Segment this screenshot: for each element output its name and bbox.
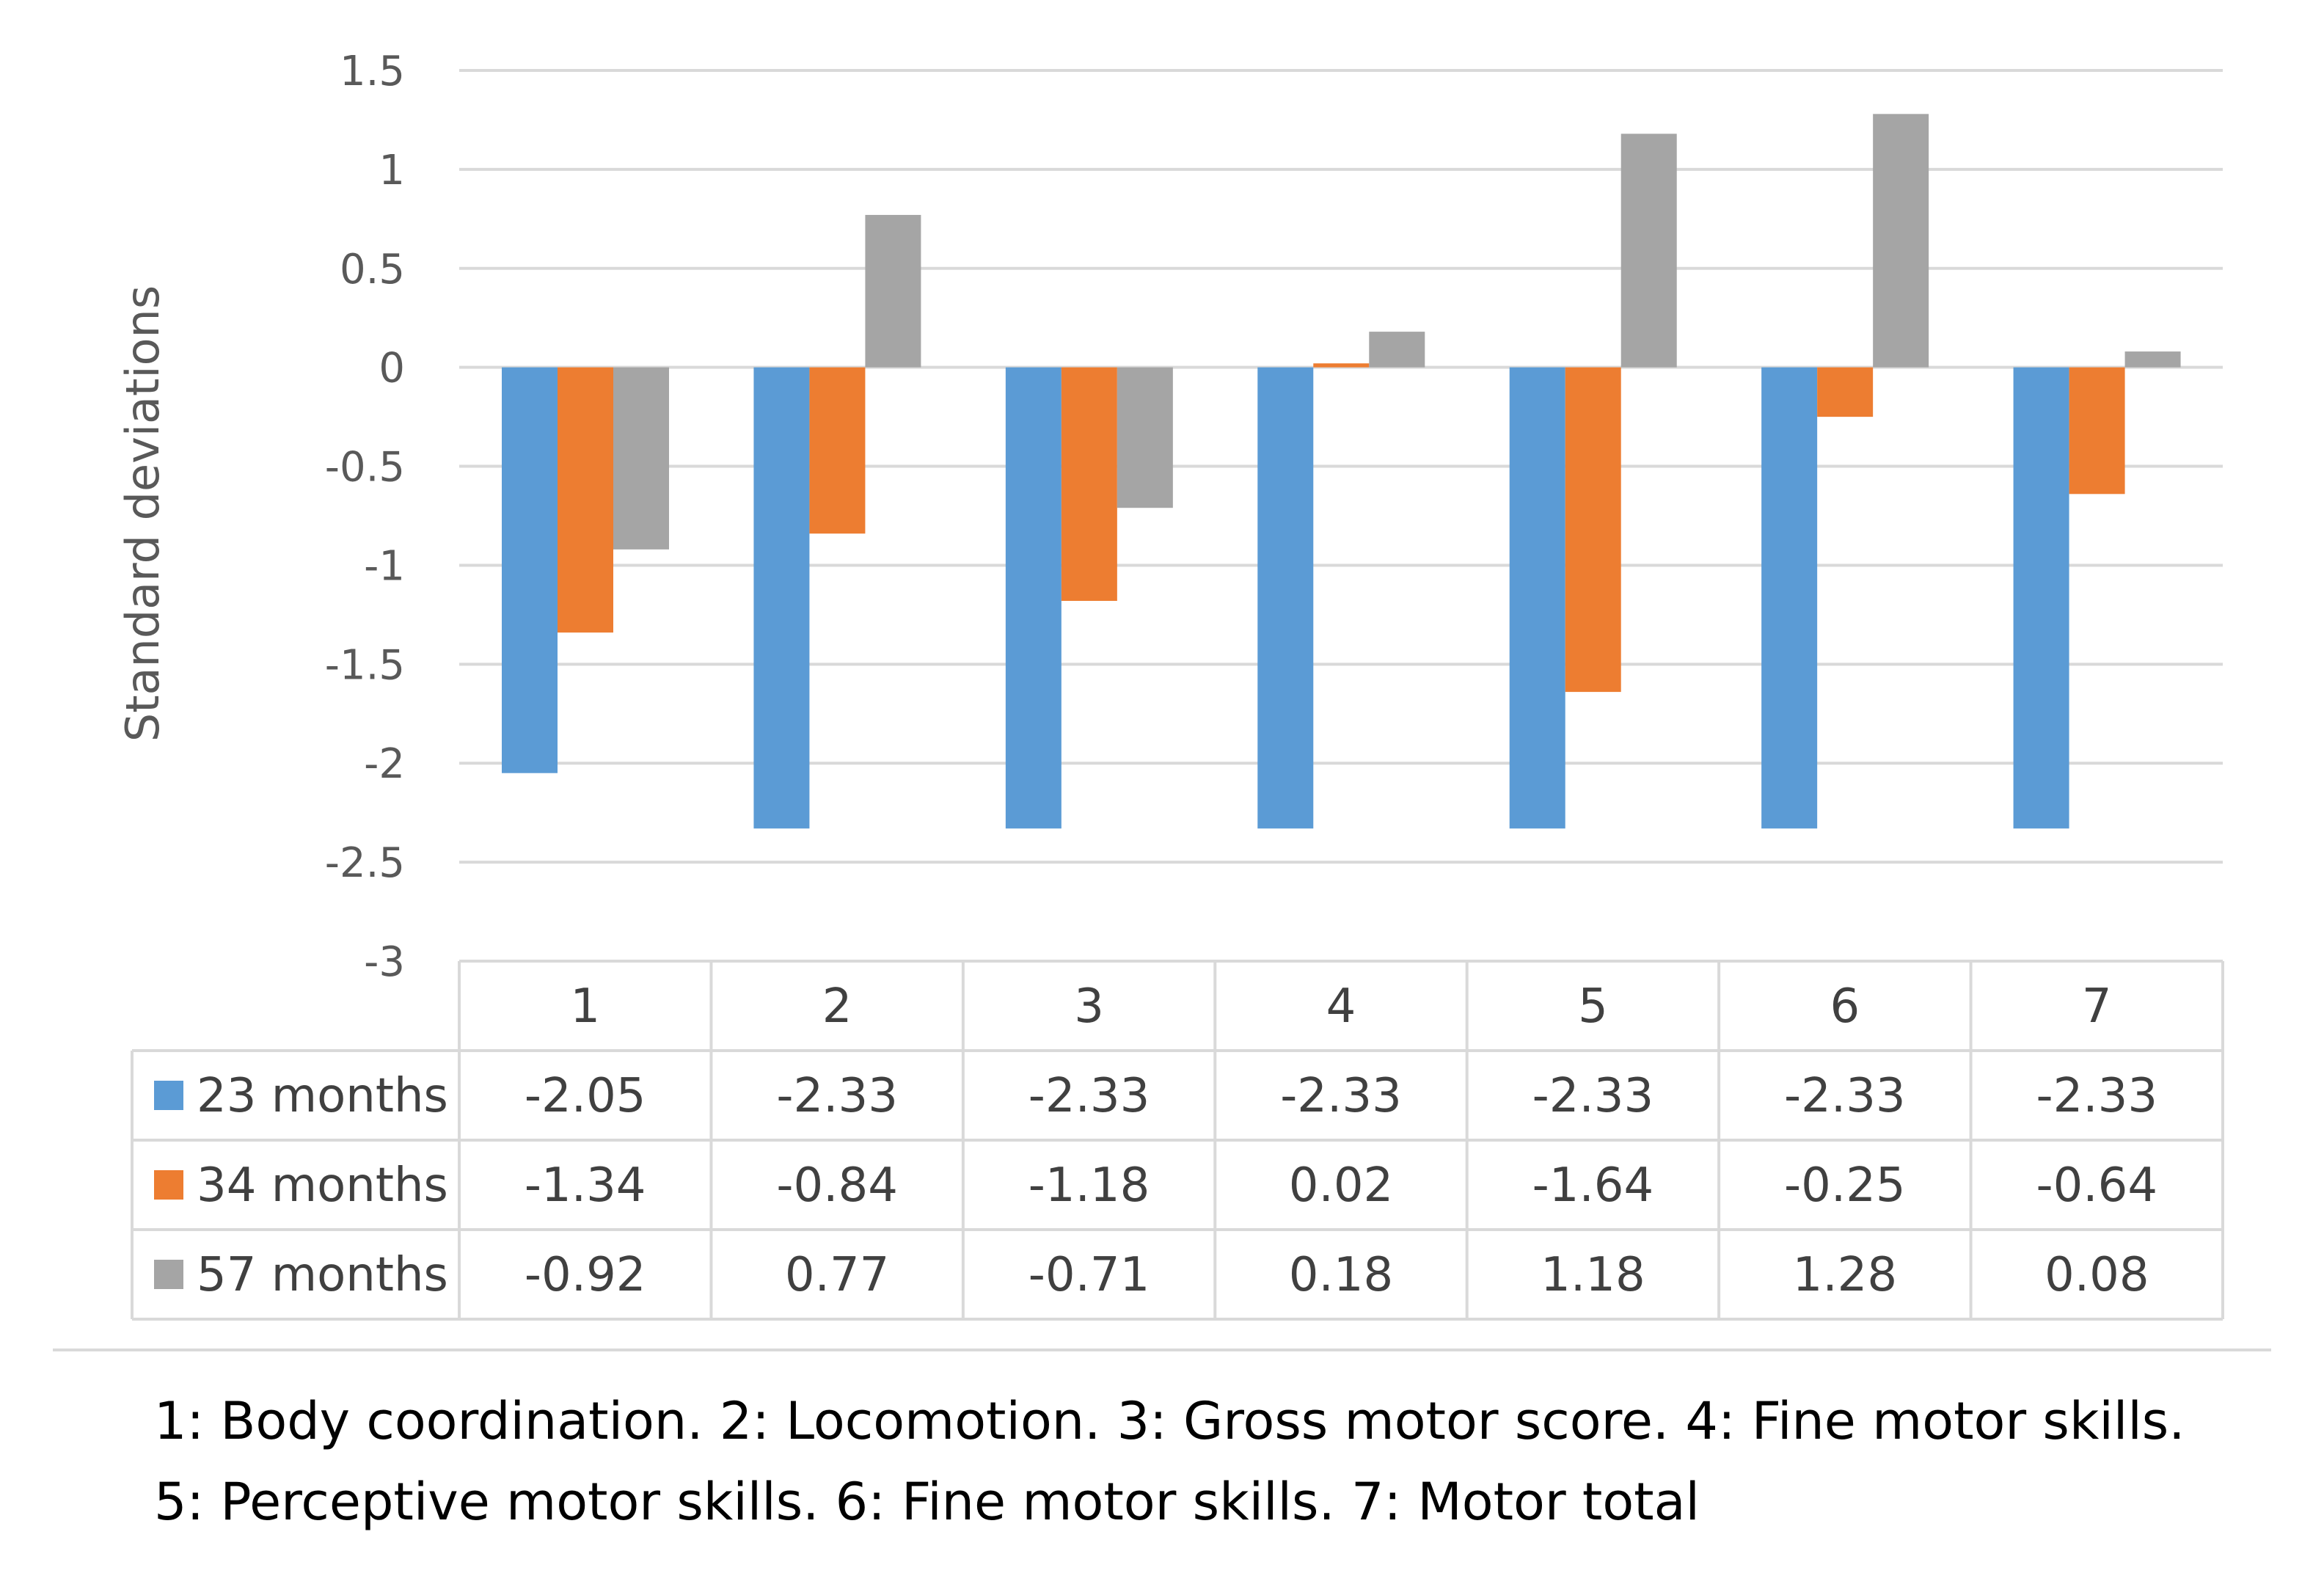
legend-label: 34 months	[197, 1158, 448, 1213]
data-label: -2.33	[776, 1069, 898, 1123]
data-label: -1.64	[1532, 1158, 1654, 1213]
category-label: 5	[1578, 979, 1608, 1034]
category-label: 2	[822, 979, 852, 1034]
data-label: -0.64	[2036, 1158, 2157, 1213]
bar-57-months-cat-4	[1369, 332, 1425, 368]
y-tick-label: -0.5	[325, 444, 405, 492]
y-tick-label: 0.5	[340, 246, 405, 293]
gridlines	[459, 69, 2223, 864]
bar-34-months-cat-2	[809, 367, 866, 534]
bar-23-months-cat-4	[1257, 367, 1314, 829]
data-label: -2.33	[1028, 1069, 1150, 1123]
y-tick-label: -3	[364, 938, 405, 986]
data-label: -0.92	[525, 1248, 646, 1302]
bar-23-months-cat-5	[1509, 367, 1565, 829]
data-label: -0.71	[1028, 1248, 1150, 1302]
y-tick-label: 0	[379, 345, 405, 393]
bar-23-months-cat-1	[502, 367, 558, 773]
y-tick-label: -2	[364, 740, 405, 788]
caption-divider	[53, 1348, 2271, 1351]
data-label: -2.05	[525, 1069, 646, 1123]
bar-57-months-cat-5	[1620, 134, 1677, 368]
data-label: 0.02	[1289, 1158, 1394, 1213]
bar-23-months-cat-7	[2013, 367, 2069, 829]
y-tick-label: -2.5	[325, 839, 405, 887]
y-tick-label: -1	[364, 542, 405, 590]
category-label: 4	[1326, 979, 1356, 1034]
category-label: 1	[570, 979, 600, 1034]
data-label: -2.33	[1280, 1069, 1402, 1123]
data-label: 0.77	[785, 1248, 890, 1302]
bars	[502, 114, 2181, 829]
caption-line-2: 5: Perceptive motor skills. 6: Fine moto…	[154, 1472, 1700, 1532]
data-label: -0.84	[776, 1158, 898, 1213]
y-tick-label: 1.5	[340, 48, 405, 95]
category-label: 3	[1074, 979, 1104, 1034]
data-label: -0.25	[1784, 1158, 1906, 1213]
y-tick-label: 1	[379, 147, 405, 194]
bar-23-months-cat-2	[753, 367, 810, 829]
bar-57-months-cat-6	[1873, 114, 1929, 368]
data-label: 0.08	[2045, 1248, 2149, 1302]
bar-57-months-cat-7	[2124, 351, 2181, 368]
bar-34-months-cat-6	[1817, 367, 1874, 417]
bar-34-months-cat-4	[1313, 363, 1370, 368]
category-label: 7	[2082, 979, 2112, 1034]
data-label: -2.33	[1784, 1069, 1906, 1123]
bar-57-months-cat-1	[613, 367, 669, 550]
legend-label: 23 months	[197, 1069, 448, 1123]
bar-34-months-cat-1	[558, 367, 613, 633]
bar-57-months-cat-3	[1117, 367, 1173, 508]
legend-label: 57 months	[197, 1248, 448, 1302]
bar-34-months-cat-7	[2069, 367, 2125, 494]
data-label: 0.18	[1289, 1248, 1394, 1302]
caption-line-1: 1: Body coordination. 2: Locomotion. 3: …	[154, 1391, 2185, 1451]
data-label: 1.28	[1793, 1248, 1898, 1302]
bar-34-months-cat-3	[1061, 367, 1117, 602]
data-label: -1.18	[1028, 1158, 1150, 1213]
data-table: 1 2 3 4 5 6 7 23 months -2.05 -2.33 -2.33 -2.33 -2.3…	[131, 960, 2224, 1321]
data-label: 1.18	[1541, 1248, 1645, 1302]
y-axis-ticks: 1.5 1 0.5 0 -0.5 -1 -1.5 -2 -2.5 -3	[325, 48, 405, 986]
bar-34-months-cat-5	[1565, 367, 1621, 693]
y-axis-title: Standard deviations	[116, 285, 169, 742]
bar-23-months-cat-6	[1761, 367, 1818, 829]
y-tick-label: -1.5	[325, 641, 405, 689]
category-label: 6	[1830, 979, 1860, 1034]
data-label: -2.33	[2036, 1069, 2157, 1123]
data-label: -1.34	[525, 1158, 646, 1213]
legend-swatch-34-months	[154, 1170, 183, 1200]
legend-swatch-57-months	[154, 1260, 183, 1289]
bar-23-months-cat-3	[1005, 367, 1061, 829]
legend-swatch-23-months	[154, 1081, 183, 1110]
data-label: -2.33	[1532, 1069, 1654, 1123]
bar-57-months-cat-2	[865, 214, 921, 368]
